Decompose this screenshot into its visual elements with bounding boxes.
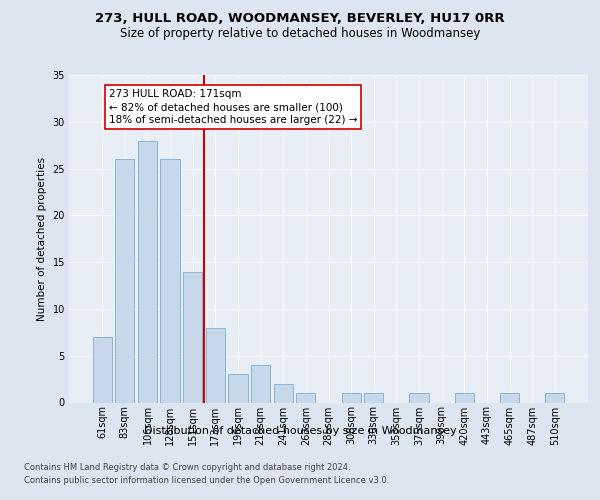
Y-axis label: Number of detached properties: Number of detached properties: [37, 156, 47, 321]
Bar: [341, 393, 361, 402]
Text: Size of property relative to detached houses in Woodmansey: Size of property relative to detached ho…: [120, 28, 480, 40]
Bar: [364, 393, 383, 402]
Bar: [206, 328, 225, 402]
Bar: [251, 365, 270, 403]
Text: 273, HULL ROAD, WOODMANSEY, BEVERLEY, HU17 0RR: 273, HULL ROAD, WOODMANSEY, BEVERLEY, HU…: [95, 12, 505, 26]
Bar: [183, 272, 202, 402]
Bar: [92, 337, 112, 402]
Bar: [138, 140, 157, 402]
Text: Contains public sector information licensed under the Open Government Licence v3: Contains public sector information licen…: [24, 476, 389, 485]
Bar: [500, 393, 519, 402]
Text: Distribution of detached houses by size in Woodmansey: Distribution of detached houses by size …: [143, 426, 457, 436]
Bar: [545, 393, 565, 402]
Bar: [455, 393, 474, 402]
Bar: [229, 374, 248, 402]
Bar: [409, 393, 428, 402]
Text: Contains HM Land Registry data © Crown copyright and database right 2024.: Contains HM Land Registry data © Crown c…: [24, 462, 350, 471]
Bar: [296, 393, 316, 402]
Bar: [115, 159, 134, 402]
Text: 273 HULL ROAD: 171sqm
← 82% of detached houses are smaller (100)
18% of semi-det: 273 HULL ROAD: 171sqm ← 82% of detached …: [109, 89, 358, 126]
Bar: [160, 159, 180, 402]
Bar: [274, 384, 293, 402]
